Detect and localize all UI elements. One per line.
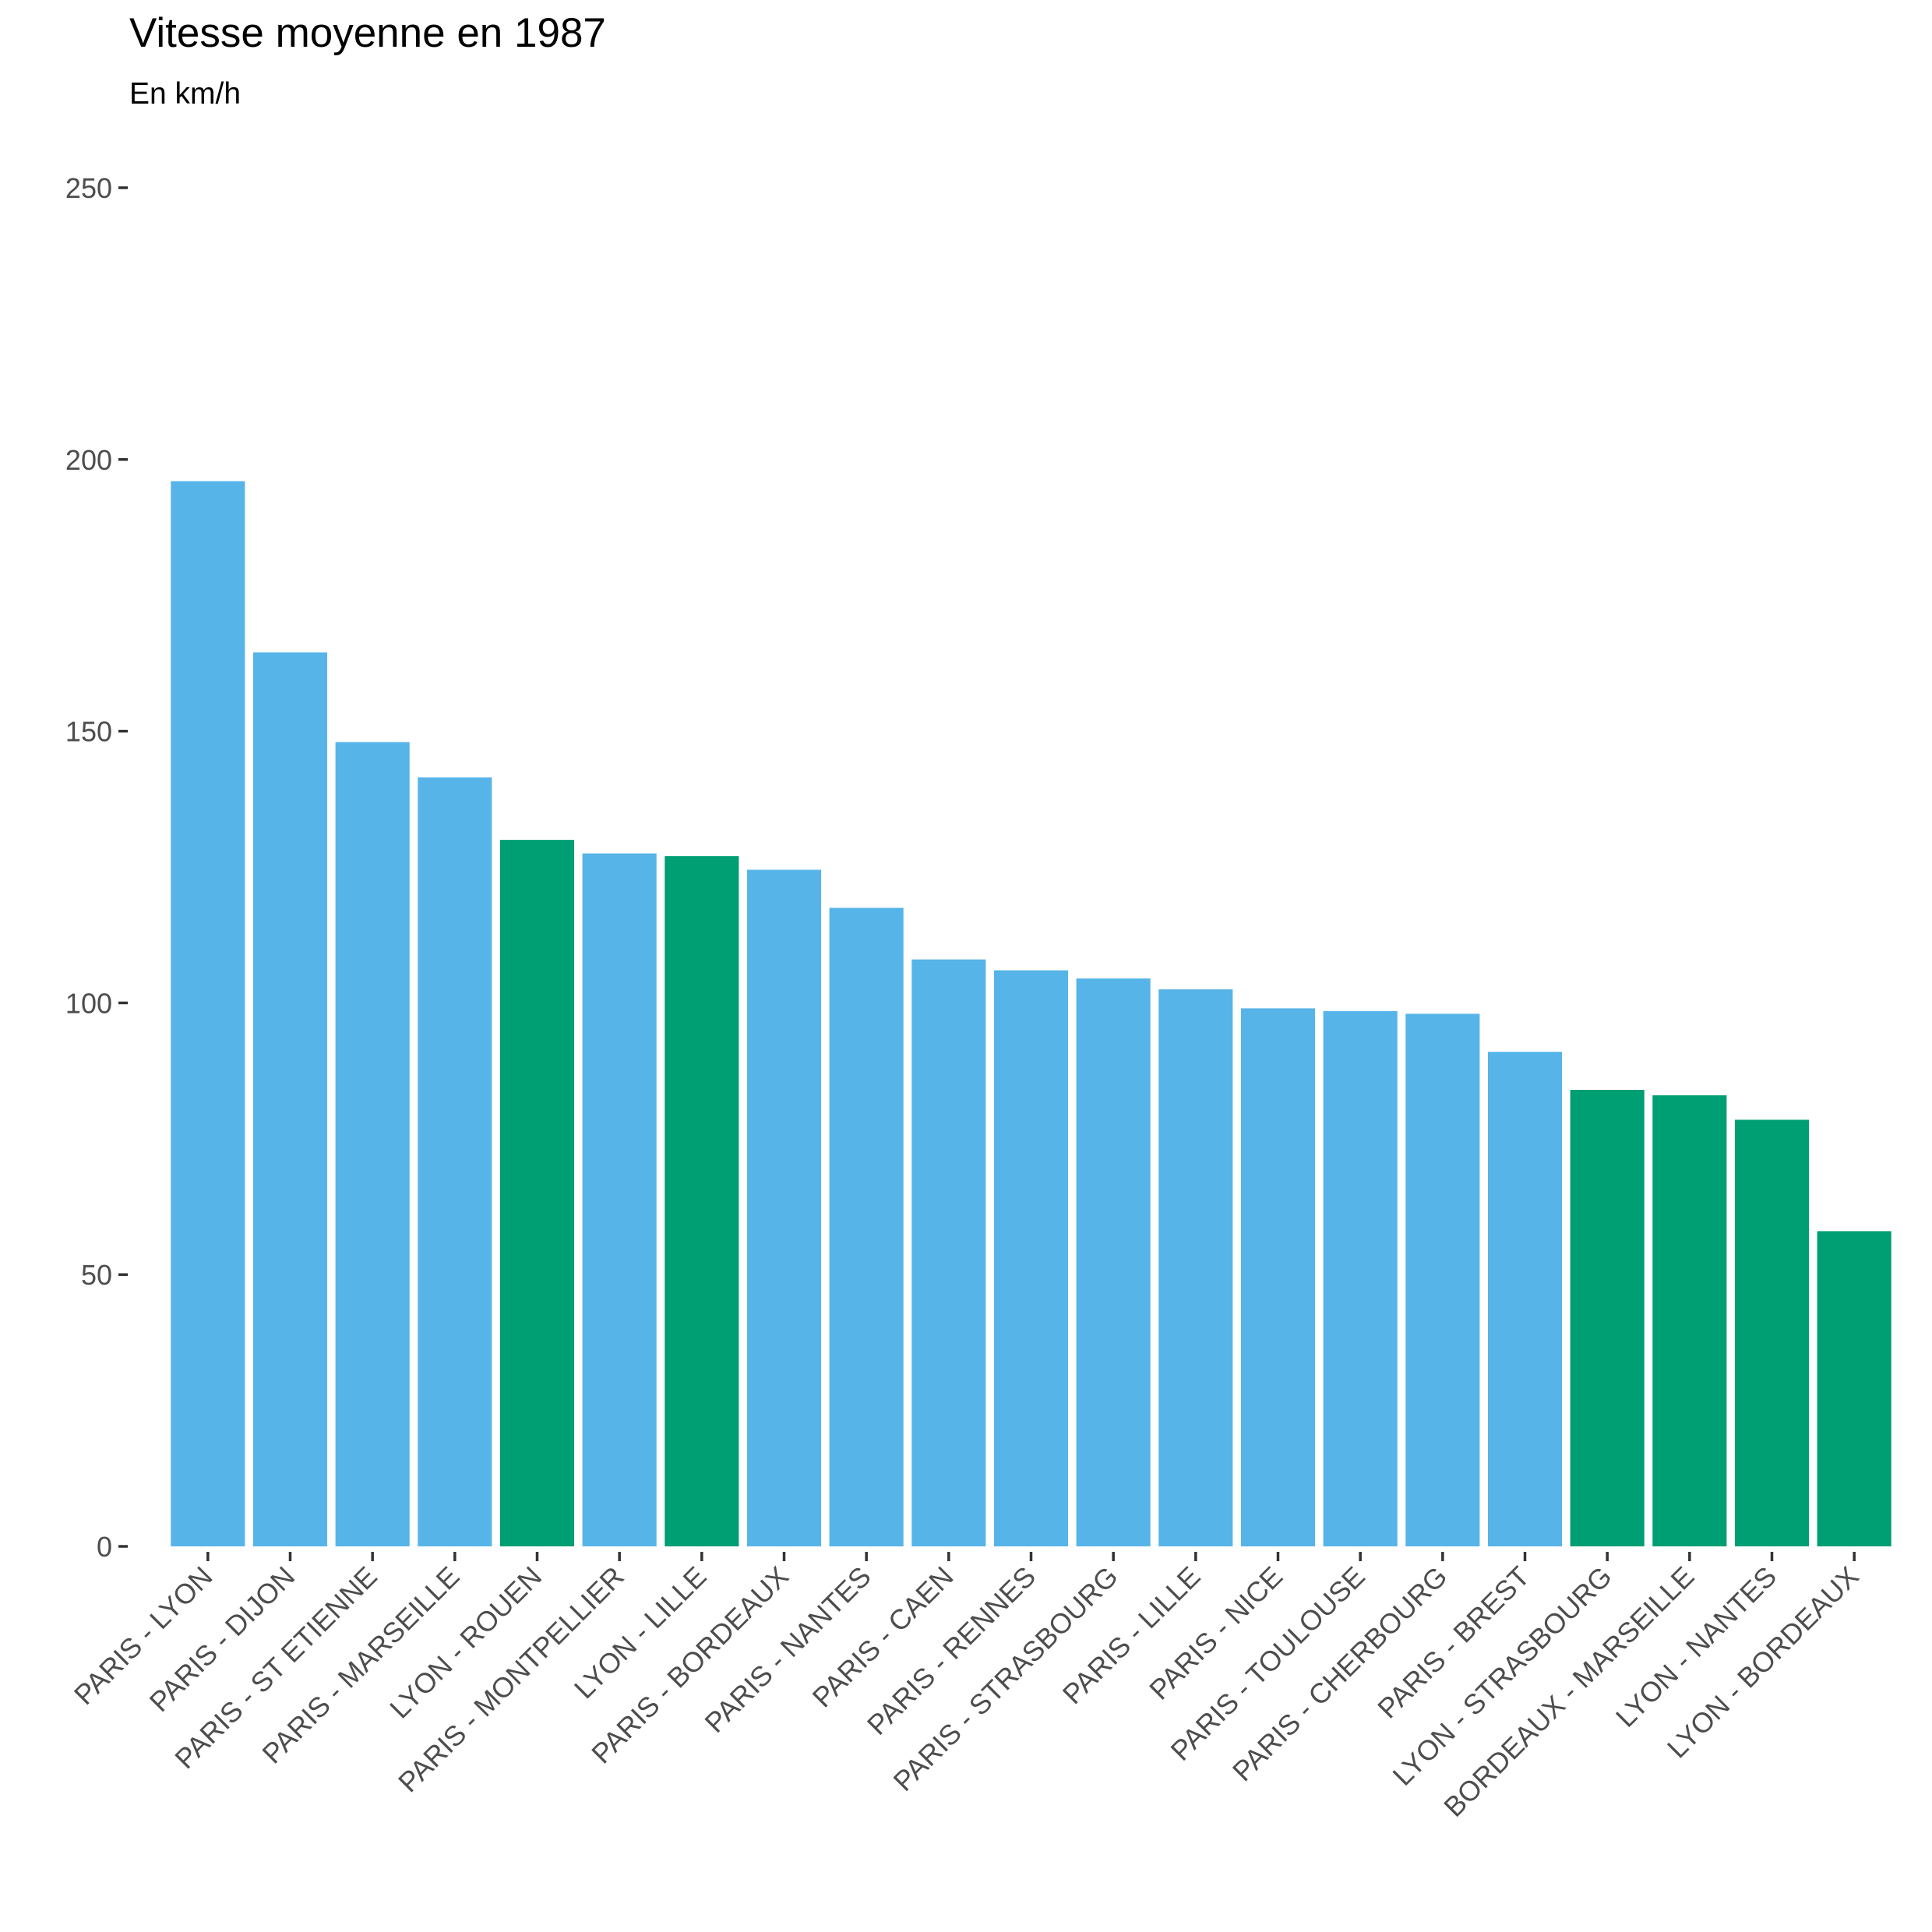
bar xyxy=(1405,1014,1480,1546)
chart-title: Vitesse moyenne en 1987 xyxy=(129,10,606,56)
bar xyxy=(171,481,245,1546)
x-tick-label: PARIS - BREST xyxy=(1371,1560,1535,1725)
y-axis: 0 50 100 150 200 250 xyxy=(65,172,128,1563)
x-tick-label: PARIS - LYON xyxy=(68,1560,219,1712)
y-tick-label: 150 xyxy=(65,716,112,748)
bar xyxy=(829,908,904,1546)
bar xyxy=(665,856,739,1546)
bar xyxy=(1652,1095,1727,1546)
y-tick-label: 200 xyxy=(65,444,112,476)
bar xyxy=(1817,1231,1891,1546)
y-tick-label: 50 xyxy=(81,1259,112,1291)
x-tick-label: PARIS - CAEN xyxy=(806,1560,960,1714)
y-tick-label: 0 xyxy=(97,1531,112,1563)
bar xyxy=(252,652,328,1546)
bar xyxy=(1323,1010,1398,1546)
bar xyxy=(499,840,575,1546)
bar xyxy=(1734,1119,1810,1546)
y-tick-label: 250 xyxy=(65,172,112,204)
chart-subtitle: En km/h xyxy=(129,77,241,111)
bar xyxy=(746,869,822,1546)
bar-series xyxy=(171,481,1891,1546)
bar xyxy=(1158,989,1233,1546)
bar xyxy=(335,742,410,1546)
bar xyxy=(911,959,986,1546)
x-tick-label: LYON - ROUEN xyxy=(383,1560,548,1725)
bar xyxy=(1076,978,1151,1546)
bar xyxy=(1570,1090,1645,1546)
bar xyxy=(1240,1008,1316,1546)
y-tick-label: 100 xyxy=(65,987,112,1019)
bar xyxy=(1487,1052,1563,1546)
x-tick-label: PARIS - DIJON xyxy=(143,1560,301,1718)
bar xyxy=(418,777,492,1546)
bar xyxy=(993,970,1069,1546)
bar xyxy=(582,853,657,1546)
